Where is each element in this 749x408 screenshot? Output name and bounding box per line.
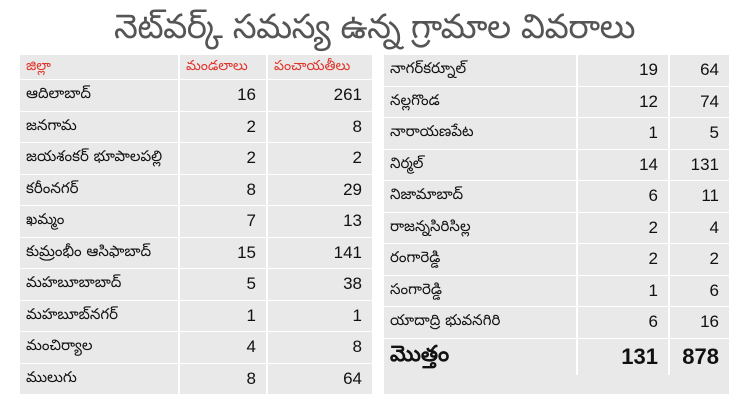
district-name: కుమ్రంభీం ఆసిఫాబాద్ bbox=[20, 237, 180, 269]
district-name: రాజన్నసిరిసిల్ల bbox=[384, 212, 578, 244]
district-name: సంగారెడ్డి bbox=[384, 275, 578, 307]
header-district: జిల్లా bbox=[20, 55, 180, 80]
table-row: నిజామాబాద్ 6 11 bbox=[384, 180, 729, 213]
mandal-count: 2 bbox=[577, 212, 670, 244]
panchayat-count: 8 bbox=[267, 111, 372, 143]
district-name: ఖమ్మం bbox=[20, 205, 180, 238]
district-name: మహబూబ్‌నగర్ bbox=[20, 300, 180, 332]
table-row: కుమ్రంభీం ఆసిఫాబాద్ 15 141 bbox=[20, 237, 372, 269]
panchayat-count: 5 bbox=[669, 117, 729, 150]
mandal-count: 5 bbox=[179, 268, 268, 301]
panchayat-count: 16 bbox=[669, 306, 729, 339]
panchayat-count: 29 bbox=[267, 174, 372, 206]
panchayat-count: 64 bbox=[267, 363, 372, 395]
district-name: జయశంకర్ భూపాలపల్లి bbox=[20, 142, 180, 175]
district-name: నిర్మల్ bbox=[384, 149, 578, 181]
district-name: రంగారెడ్డి bbox=[384, 243, 578, 276]
panchayat-count: 64 bbox=[669, 55, 729, 87]
panchayat-count: 6 bbox=[669, 275, 729, 307]
table-row: కరీంనగర్ 8 29 bbox=[20, 174, 372, 206]
table-row: మహబూబాబాద్ 5 38 bbox=[20, 268, 372, 301]
district-name: కరీంనగర్ bbox=[20, 174, 180, 206]
mandal-count: 4 bbox=[179, 331, 268, 364]
panchayat-count: 13 bbox=[267, 205, 372, 238]
table-row: మహబూబ్‌నగర్ 1 1 bbox=[20, 300, 372, 332]
mandal-count: 6 bbox=[577, 306, 670, 339]
table-row: జనగామ 2 8 bbox=[20, 111, 372, 143]
mandal-count: 1 bbox=[179, 300, 268, 332]
table-row: ములుగు 8 64 bbox=[20, 363, 372, 395]
header-panchayats: పంచాయతీలు bbox=[267, 55, 372, 80]
panchayat-count: 11 bbox=[669, 180, 729, 213]
table-row: నల్లగొండ 12 74 bbox=[384, 86, 729, 118]
mandal-count: 8 bbox=[179, 363, 268, 395]
table-row: నారాయణపేట 1 5 bbox=[384, 117, 729, 150]
table-row: జయశంకర్ భూపాలపల్లి 2 2 bbox=[20, 142, 372, 175]
mandal-count: 6 bbox=[577, 180, 670, 213]
panchayat-count: 131 bbox=[669, 149, 729, 181]
panchayat-count: 38 bbox=[267, 268, 372, 301]
panchayat-count: 74 bbox=[669, 86, 729, 118]
header-mandals: మండలాలు bbox=[179, 55, 268, 80]
district-name: ఆదిలాబాద్ bbox=[20, 79, 180, 112]
district-name: నల్లగొండ bbox=[384, 86, 578, 118]
district-name: జనగామ bbox=[20, 111, 180, 143]
panchayat-count: 1 bbox=[267, 300, 372, 332]
total-panchayats: 878 bbox=[682, 343, 719, 369]
district-name: నాగర్‌కర్నూల్ bbox=[384, 55, 578, 87]
table-header-row: జిల్లా మండలాలు పంచాయతీలు bbox=[20, 55, 372, 80]
table-row: మంచిర్యాల 4 8 bbox=[20, 331, 372, 364]
table-row: సంగారెడ్డి 1 6 bbox=[384, 275, 729, 307]
mandal-count: 8 bbox=[179, 174, 268, 206]
mandal-count: 2 bbox=[577, 243, 670, 276]
table-row: యాదాద్రి భువనగిరి 6 16 bbox=[384, 306, 729, 339]
table-row: రంగారెడ్డి 2 2 bbox=[384, 243, 729, 276]
table-row: రాజన్నసిరిసిల్ల 2 4 bbox=[384, 212, 729, 244]
district-name: యాదాద్రి భువనగిరి bbox=[384, 306, 578, 339]
left-table-panel: జిల్లా మండలాలు పంచాయతీలు ఆదిలాబాద్ 16 26… bbox=[20, 55, 372, 395]
district-table-left: జిల్లా మండలాలు పంచాయతీలు ఆదిలాబాద్ 16 26… bbox=[20, 55, 372, 395]
mandal-count: 12 bbox=[577, 86, 670, 118]
district-name: నిజామాబాద్ bbox=[384, 180, 578, 213]
mandal-count: 16 bbox=[179, 79, 268, 112]
mandal-count: 7 bbox=[179, 205, 268, 238]
mandal-count: 1 bbox=[577, 117, 670, 150]
panchayat-count: 141 bbox=[267, 237, 372, 269]
page-title: నెట్‌వర్క్ సమస్య ఉన్న గ్రామాల వివరాలు bbox=[114, 7, 636, 47]
panchayat-count: 4 bbox=[669, 212, 729, 244]
mandal-count: 2 bbox=[179, 111, 268, 143]
mandal-count: 2 bbox=[179, 142, 268, 175]
panchayat-count: 8 bbox=[267, 331, 372, 364]
table-row: ఖమ్మం 7 13 bbox=[20, 205, 372, 238]
district-table-right: నాగర్‌కర్నూల్ 19 64 నల్లగొండ 12 74 నారాయ… bbox=[384, 55, 729, 375]
panchayat-count: 2 bbox=[669, 243, 729, 276]
district-name: ములుగు bbox=[20, 363, 180, 395]
mandal-count: 15 bbox=[179, 237, 268, 269]
table-row: ఆదిలాబాద్ 16 261 bbox=[20, 79, 372, 112]
mandal-count: 19 bbox=[577, 55, 670, 87]
mandal-count: 14 bbox=[577, 149, 670, 181]
right-table-panel: నాగర్‌కర్నూల్ 19 64 నల్లగొండ 12 74 నారాయ… bbox=[384, 55, 729, 394]
district-name: మహబూబాబాద్ bbox=[20, 268, 180, 301]
panchayat-count: 261 bbox=[267, 79, 372, 112]
mandal-count: 1 bbox=[577, 275, 670, 307]
district-name: మంచిర్యాల bbox=[20, 331, 180, 364]
panchayat-count: 2 bbox=[267, 142, 372, 175]
table-row: నాగర్‌కర్నూల్ 19 64 bbox=[384, 55, 729, 87]
table-row: నిర్మల్ 14 131 bbox=[384, 149, 729, 181]
total-label: మొత్తం bbox=[384, 338, 578, 375]
total-mandals: 131 bbox=[577, 338, 670, 375]
district-name: నారాయణపేట bbox=[384, 117, 578, 150]
total-row: మొత్తం 131 878 bbox=[384, 338, 729, 375]
